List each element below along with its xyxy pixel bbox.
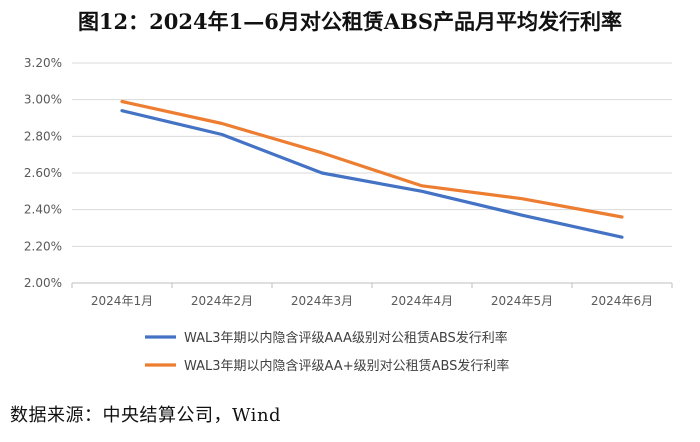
y-tick-label: 3.20% (24, 56, 62, 70)
axes: 2.00% 2.20% 2.40% 2.60% 2.80% 3.00% 3.20% 2024年… (24, 56, 673, 308)
y-tick-label: 2.40% (24, 203, 62, 217)
y-tick-label: 2.80% (24, 129, 62, 143)
x-tick-label: 2024年3月 (291, 294, 353, 308)
y-tick-label: 3.00% (24, 93, 62, 107)
x-tick-label: 2024年6月 (591, 294, 653, 308)
legend-label: WAL3年期以内隐含评级AA+级别对公租赁ABS发行利率 (184, 358, 509, 374)
source-note: 数据来源：中央结算公司，Wind (10, 405, 282, 426)
legend-label: WAL3年期以内隐含评级AAA级别对公租赁ABS发行利率 (184, 330, 508, 346)
series-line-1 (120, 109, 624, 239)
x-tick-label: 2024年5月 (491, 294, 553, 308)
series-line-2 (120, 99, 624, 219)
series-lines (120, 99, 624, 239)
legend: WAL3年期以内隐含评级AAA级别对公租赁ABS发行利率 WAL3年期以内隐含评级… (145, 330, 509, 374)
x-tick-label: 2024年1月 (91, 294, 153, 308)
line-chart: 2.00% 2.20% 2.40% 2.60% 2.80% 3.00% 3.20% 2024年… (24, 56, 673, 374)
y-tick-label: 2.00% (24, 276, 62, 290)
chart-title: 图12：2024年1—6月对公租赁ABS产品月平均发行利率 (77, 9, 623, 34)
x-tick-label: 2024年2月 (191, 294, 253, 308)
y-tick-label: 2.60% (24, 166, 62, 180)
y-tick-label: 2.20% (24, 239, 62, 253)
gridlines (72, 62, 672, 247)
x-tick-label: 2024年4月 (391, 294, 453, 308)
